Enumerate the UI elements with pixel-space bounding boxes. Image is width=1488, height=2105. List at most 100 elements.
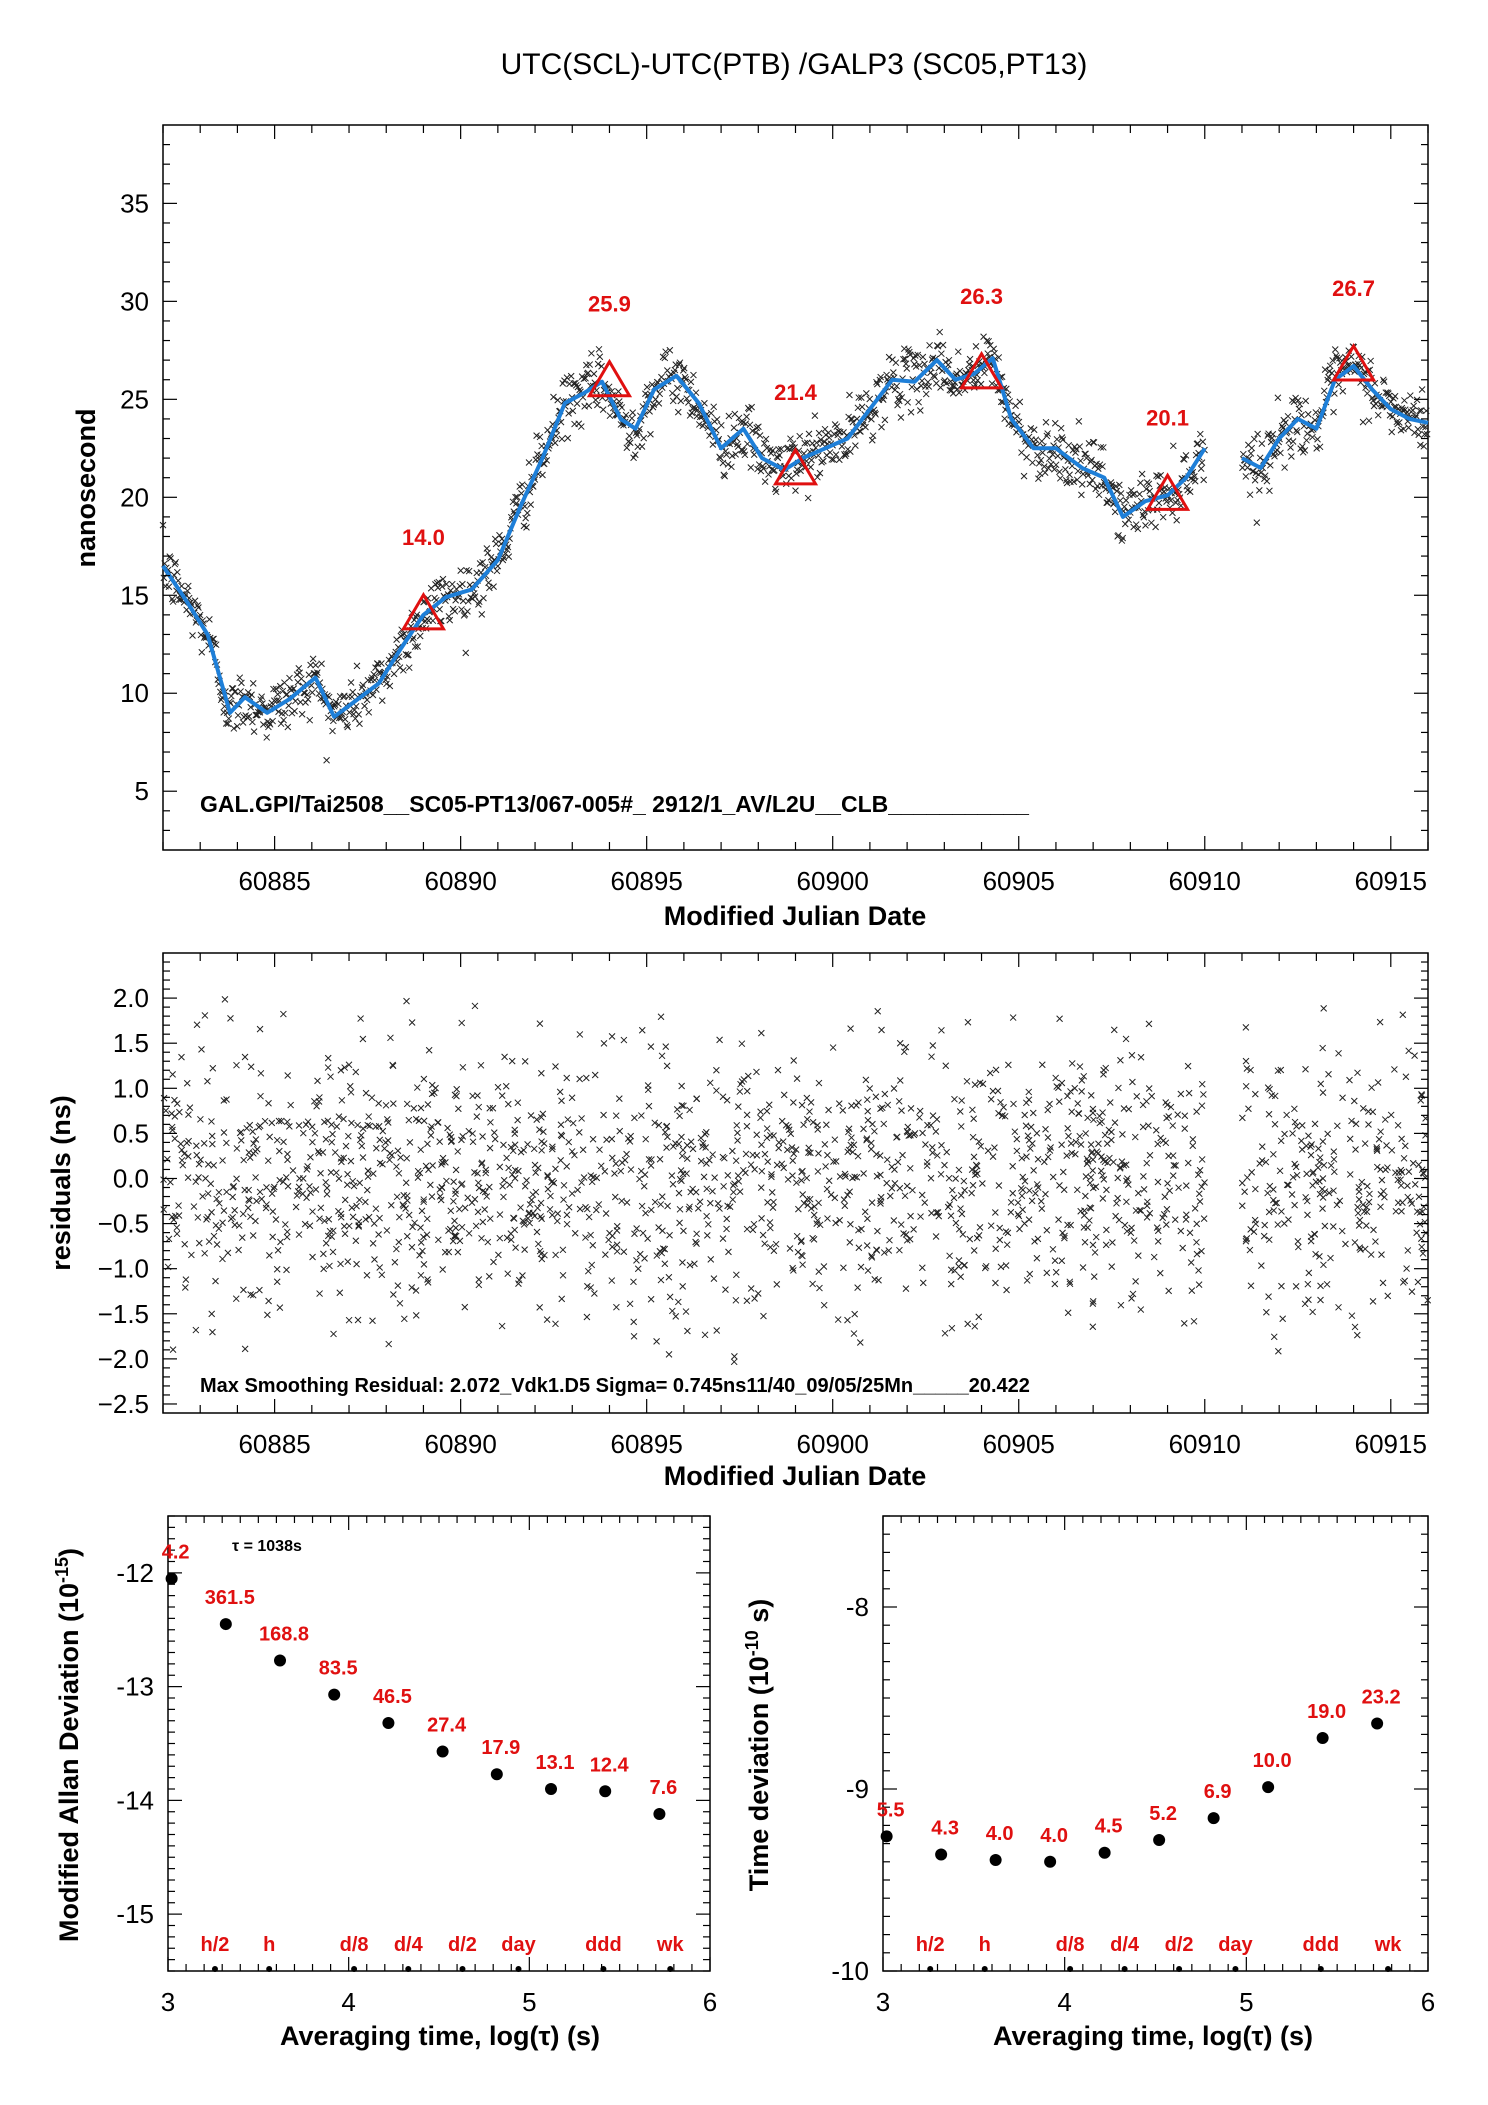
residual-data-point <box>1190 1317 1198 1325</box>
residual-data-point <box>384 1137 392 1144</box>
residual-data-point <box>799 1167 806 1175</box>
residual-data-point <box>283 1233 291 1241</box>
residual-data-point <box>702 1144 710 1151</box>
residual-data-point <box>592 1206 600 1214</box>
residual-data-point <box>627 1132 635 1140</box>
mdev-time-mark-dot <box>405 1966 412 1972</box>
residual-data-point <box>1117 1301 1125 1309</box>
residual-data-point <box>955 1257 963 1264</box>
residual-data-point <box>345 1061 353 1069</box>
offset-data-point <box>1339 387 1347 395</box>
offset-data-point <box>292 697 299 705</box>
offset-data-point <box>1388 428 1396 436</box>
residual-data-point <box>439 1158 446 1166</box>
residual-data-point <box>347 1157 355 1165</box>
offset-marker-label: 26.3 <box>960 284 1003 309</box>
residual-data-point <box>693 1230 700 1238</box>
residual-data-point <box>209 1328 216 1336</box>
residual-data-point <box>344 1258 352 1265</box>
residual-data-point <box>177 1140 185 1148</box>
offset-y-tick-label: 35 <box>120 188 149 218</box>
residual-data-point <box>257 1069 265 1077</box>
residual-data-point <box>647 1043 655 1050</box>
residual-data-point <box>919 1129 926 1137</box>
residual-data-point <box>465 1229 473 1237</box>
residual-data-point <box>840 1264 847 1272</box>
offset-data-point <box>492 540 500 548</box>
residual-data-point <box>927 1121 935 1129</box>
offset-data-point <box>772 488 780 496</box>
offset-data-point <box>835 427 842 435</box>
residual-data-point <box>1356 1216 1364 1224</box>
residual-data-point <box>952 1175 959 1182</box>
residual-data-point <box>208 1132 216 1140</box>
residual-data-point <box>1404 1193 1412 1201</box>
residual-data-point <box>521 1058 529 1065</box>
residual-data-point <box>270 1183 278 1191</box>
offset-data-point <box>576 386 583 394</box>
residual-data-point <box>1092 1183 1100 1191</box>
offset-data-point <box>513 500 520 507</box>
residual-data-point <box>227 1215 235 1223</box>
residual-data-point <box>891 1179 899 1187</box>
residual-data-point <box>803 1174 811 1182</box>
residual-data-point <box>1119 1131 1126 1138</box>
offset-x-tick-label: 60905 <box>983 866 1055 896</box>
residual-data-point <box>1032 1190 1039 1197</box>
residual-data-point <box>434 1119 442 1126</box>
residual-data-point <box>1146 1209 1154 1217</box>
residual-data-point <box>1422 1115 1429 1122</box>
residual-data-point <box>763 1134 771 1142</box>
residual-data-point <box>478 1234 485 1242</box>
offset-data-point <box>1041 469 1049 476</box>
offset-marker-label: 20.1 <box>1146 405 1189 430</box>
residual-data-point <box>483 1193 491 1200</box>
residual-data-point <box>763 1125 771 1132</box>
residual-data-point <box>600 1111 607 1119</box>
offset-data-point <box>159 521 167 529</box>
offset-data-point <box>858 403 866 411</box>
residual-data-point <box>474 1208 482 1216</box>
residual-data-point <box>436 1138 444 1146</box>
residual-data-point <box>1184 1159 1192 1167</box>
offset-data-point <box>938 350 945 358</box>
residual-data-point <box>274 1246 282 1254</box>
offset-data-point <box>763 444 771 452</box>
residual-data-point <box>653 1252 661 1259</box>
residual-data-point <box>448 1137 455 1145</box>
residual-data-point <box>520 1146 528 1154</box>
offset-data-point <box>1263 477 1271 485</box>
residual-data-point <box>613 1227 621 1234</box>
residual-data-point <box>329 1227 337 1235</box>
residual-data-point <box>633 1257 640 1264</box>
residual-data-point <box>549 1177 556 1185</box>
residual-data-point <box>553 1217 561 1225</box>
residual-data-point <box>701 1331 709 1339</box>
residual-data-point <box>630 1278 637 1286</box>
residual-data-point <box>732 1271 740 1279</box>
offset-data-point <box>1266 461 1274 469</box>
residual-data-point <box>928 1144 936 1151</box>
offset-data-point <box>1079 470 1087 478</box>
residual-data-point <box>678 1152 686 1160</box>
residual-data-point <box>247 1063 255 1071</box>
offset-data-point <box>1282 419 1289 426</box>
residual-data-point <box>1179 1244 1187 1252</box>
residual-data-point <box>445 1248 453 1256</box>
residual-data-point <box>1038 1205 1046 1212</box>
offset-data-point <box>247 703 255 711</box>
residual-data-point <box>1198 1080 1206 1088</box>
residual-data-point <box>611 1193 619 1201</box>
offset-data-point <box>239 719 247 726</box>
residual-data-point <box>651 1119 659 1127</box>
residual-data-point <box>418 1207 426 1215</box>
offset-data-point <box>1326 362 1334 370</box>
offset-data-point <box>1302 397 1310 405</box>
residual-data-point <box>976 1224 984 1231</box>
residual-data-point <box>403 1154 411 1162</box>
residual-data-point <box>740 1076 748 1083</box>
residual-data-point <box>247 1291 254 1298</box>
residual-data-point <box>814 1126 822 1133</box>
residual-data-point <box>1113 1199 1120 1207</box>
offset-data-point <box>1094 465 1102 473</box>
